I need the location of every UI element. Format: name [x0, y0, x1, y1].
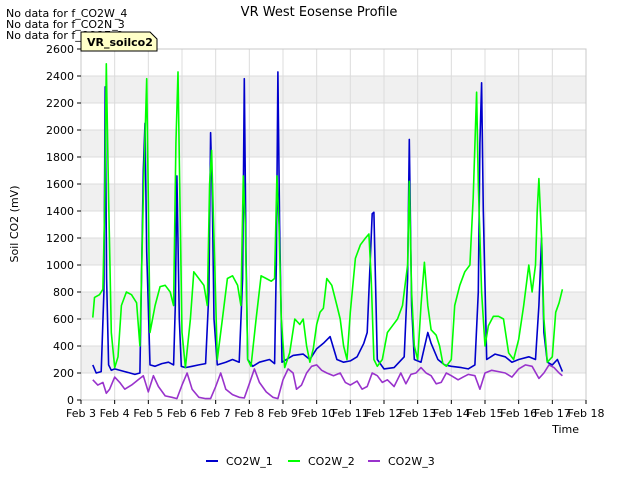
series-line-co2w-2	[92, 63, 564, 369]
y-tick-label: 400	[53, 340, 74, 353]
badge-box	[80, 31, 158, 52]
x-tick-label: Feb 5	[133, 407, 163, 420]
y-tick-label: 1200	[46, 232, 74, 245]
y-tick-label: 1000	[46, 259, 74, 272]
y-tick-label: 2400	[46, 70, 74, 83]
y-axis-label: Soil CO2 (mV)	[8, 186, 21, 263]
x-tick-label: Feb 8	[234, 407, 264, 420]
y-tick-label: 2600	[46, 43, 74, 56]
plot-frame	[80, 48, 587, 401]
grid-band	[81, 184, 586, 211]
x-tick-label: Feb 15	[467, 407, 504, 420]
x-tick-label: Feb 11	[332, 407, 369, 420]
grid-bands	[81, 76, 586, 373]
x-tick-label: Feb 16	[500, 407, 537, 420]
y-tick-label: 600	[53, 313, 74, 326]
x-tick-label: Feb 17	[534, 407, 571, 420]
legend-label: CO2W_1	[226, 455, 273, 468]
no-data-note-1: No data for f_CO2W_4	[6, 7, 128, 20]
y-tick-label: 1400	[46, 205, 74, 218]
legend-label: CO2W_3	[388, 455, 435, 468]
x-axis-label: Time	[551, 423, 579, 436]
x-tick-label: Feb 9	[268, 407, 298, 420]
x-tick-label: Feb 18	[568, 407, 605, 420]
y-tick-label: 2200	[46, 97, 74, 110]
y-tick-label: 1800	[46, 151, 74, 164]
x-tick-label: Feb 3	[66, 407, 96, 420]
y-tick-label: 0	[67, 394, 74, 407]
series-line-co2w-3	[92, 364, 563, 400]
legend: CO2W_1 CO2W_2 CO2W_3	[206, 455, 435, 468]
grid-band	[81, 238, 586, 265]
station-badge: VR_soilco2	[80, 31, 158, 52]
y-tick-label: 2000	[46, 124, 74, 137]
x-tick-label: Feb 6	[167, 407, 197, 420]
series-line-co2w-1	[92, 71, 564, 376]
x-tick-label: Feb 7	[201, 407, 231, 420]
badge-label: VR_soilco2	[87, 36, 153, 49]
no-data-note-2: No data for f_CO2N_3	[6, 18, 125, 31]
x-tick-label: Feb 10	[298, 407, 335, 420]
y-tick-label: 800	[53, 286, 74, 299]
y-tick-label: 1600	[46, 178, 74, 191]
y-tick-label: 200	[53, 367, 74, 380]
y-axis: 0 200 400 600 800 1000 1200 1400 1600 1800 2000 220…	[46, 43, 81, 407]
series-lines	[92, 63, 564, 400]
x-tick-label: Feb 14	[433, 407, 470, 420]
x-tick-label: Feb 12	[366, 407, 403, 420]
x-axis: Feb 3 Feb 4 Feb 5 Feb 6 Feb 7 Feb 8 Feb 9 Feb 1…	[66, 400, 604, 420]
legend-label: CO2W_2	[308, 455, 355, 468]
grid-band	[81, 292, 586, 319]
x-tick-label: Feb 4	[100, 407, 130, 420]
grid-band	[81, 130, 586, 157]
x-tick-label: Feb 13	[399, 407, 436, 420]
chart-title: VR West Eosense Profile	[241, 5, 398, 20]
grid-band	[81, 76, 586, 103]
